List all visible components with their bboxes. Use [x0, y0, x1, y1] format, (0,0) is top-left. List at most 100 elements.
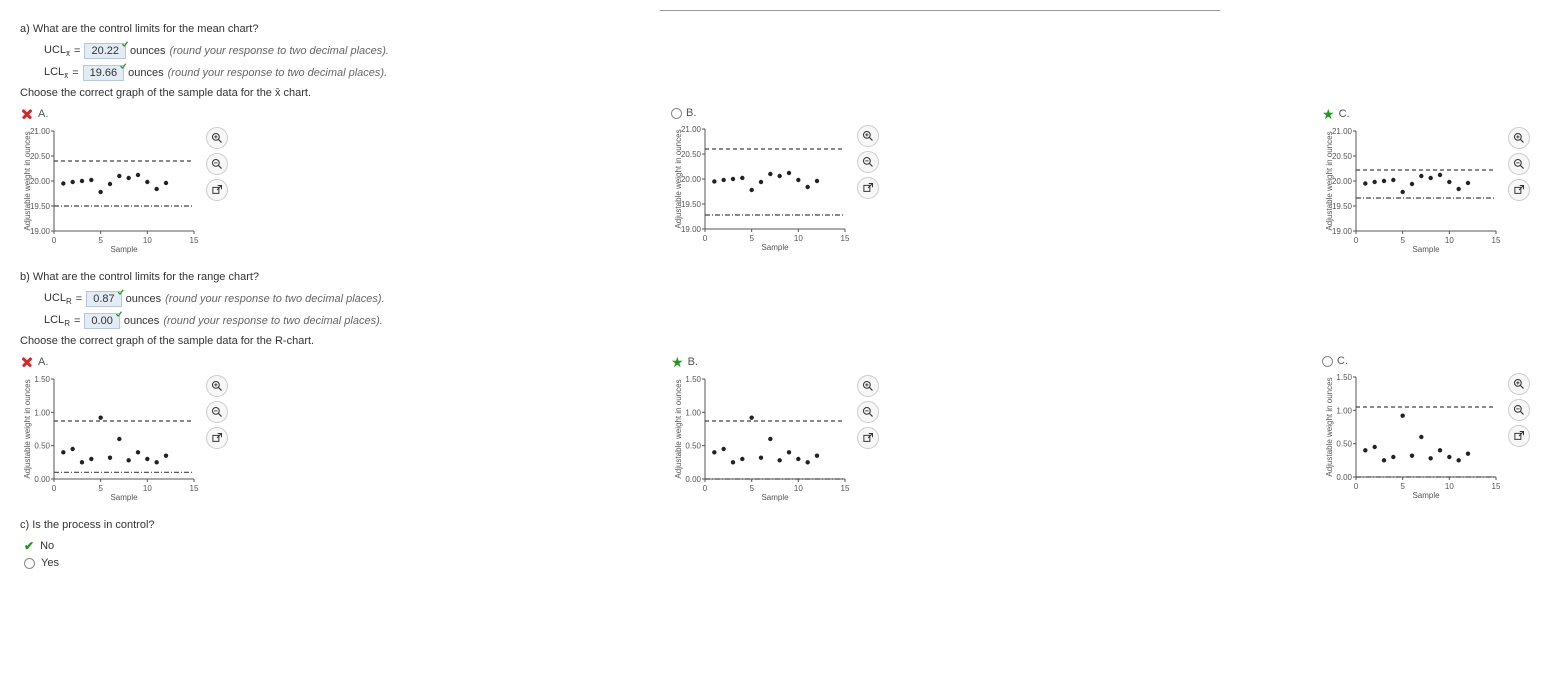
lcl-xbar-label: LCLx̄ — [44, 66, 68, 80]
chart-option[interactable]: A.0.000.501.001.50051015SampleAdjustable… — [20, 355, 240, 503]
zoom-in-icon — [862, 380, 874, 392]
chart-option-label: ★C. — [1322, 107, 1542, 121]
zoom-out-button[interactable] — [206, 153, 228, 175]
chart-option[interactable]: ★B.0.000.501.001.50051015SampleAdjustabl… — [671, 355, 891, 503]
radio-empty-icon[interactable] — [1322, 356, 1333, 367]
chart-option[interactable]: ★C.19.0019.5020.0020.5021.00051015Sample… — [1322, 107, 1542, 255]
svg-text:Sample: Sample — [1412, 491, 1440, 500]
equals: = — [74, 315, 80, 327]
chart-wrap: 19.0019.5020.0020.5021.00051015SampleAdj… — [671, 123, 891, 253]
zoom-in-button[interactable] — [206, 375, 228, 397]
zoom-in-button[interactable] — [857, 375, 879, 397]
popout-button[interactable] — [1508, 179, 1530, 201]
svg-text:0.50: 0.50 — [1336, 440, 1352, 449]
svg-text:Sample: Sample — [1412, 245, 1440, 254]
chart-tools — [206, 375, 228, 449]
svg-text:10: 10 — [794, 484, 803, 493]
svg-text:0.50: 0.50 — [685, 442, 701, 451]
radio-empty-icon[interactable] — [671, 108, 682, 119]
zoom-out-button[interactable] — [206, 401, 228, 423]
svg-text:Sample: Sample — [110, 245, 138, 254]
svg-text:1.50: 1.50 — [685, 375, 701, 384]
svg-text:19.50: 19.50 — [1332, 202, 1353, 211]
check-icon: ✔ — [24, 539, 34, 553]
svg-text:15: 15 — [841, 484, 850, 493]
popout-icon — [862, 182, 874, 194]
svg-text:Sample: Sample — [761, 493, 789, 502]
part-b-prompt: b) What are the control limits for the r… — [20, 271, 1542, 283]
svg-text:5: 5 — [98, 236, 103, 245]
chart-option[interactable]: A.19.0019.5020.0020.5021.00051015SampleA… — [20, 107, 240, 255]
zoom-in-button[interactable] — [857, 125, 879, 147]
svg-text:20.00: 20.00 — [30, 177, 51, 186]
svg-text:15: 15 — [1492, 236, 1501, 245]
svg-text:10: 10 — [1445, 236, 1454, 245]
chart-option-letter: A. — [38, 356, 48, 368]
svg-text:15: 15 — [841, 234, 850, 243]
popout-button[interactable] — [857, 427, 879, 449]
svg-text:5: 5 — [98, 484, 103, 493]
xbar-chart-row: A. 19.0019.5020.0020.5021.00051015SampleA… — [20, 107, 1542, 255]
popout-button[interactable] — [206, 179, 228, 201]
wrong-icon — [20, 355, 34, 369]
chart-option-label: C. — [1322, 355, 1542, 367]
zoom-in-button[interactable] — [1508, 373, 1530, 395]
svg-text:1.50: 1.50 — [1336, 373, 1352, 382]
zoom-in-button[interactable] — [1508, 127, 1530, 149]
lcl-r-label: LCLR — [44, 314, 70, 328]
chart-tools — [1508, 373, 1530, 447]
svg-text:0.00: 0.00 — [1336, 473, 1352, 482]
popout-button[interactable] — [1508, 425, 1530, 447]
svg-text:20.50: 20.50 — [1332, 152, 1353, 161]
zoom-out-button[interactable] — [857, 401, 879, 423]
svg-text:0: 0 — [1354, 482, 1359, 491]
zoom-out-icon — [211, 406, 223, 418]
popout-icon — [862, 432, 874, 444]
svg-text:21.00: 21.00 — [1332, 127, 1353, 136]
svg-text:10: 10 — [143, 484, 152, 493]
chart-wrap: 19.0019.5020.0020.5021.00051015SampleAdj… — [20, 125, 240, 255]
chart-tools — [206, 127, 228, 201]
svg-text:20.50: 20.50 — [681, 150, 702, 159]
svg-text:20.50: 20.50 — [30, 152, 51, 161]
zoom-in-button[interactable] — [206, 127, 228, 149]
chart-option-letter: A. — [38, 108, 48, 120]
zoom-out-button[interactable] — [1508, 153, 1530, 175]
unit: ounces — [126, 293, 161, 305]
chart-option-letter: B. — [686, 107, 696, 119]
ucl-r-value[interactable]: 0.87 — [86, 291, 121, 307]
part-a-choose: Choose the correct graph of the sample d… — [20, 87, 1542, 99]
chart-option[interactable]: C.0.000.501.001.50051015SampleAdjustable… — [1322, 355, 1542, 503]
lcl-r-value[interactable]: 0.00 — [84, 313, 119, 329]
svg-text:Sample: Sample — [110, 493, 138, 502]
radio-option[interactable]: ✔No — [24, 539, 1542, 553]
chart-tools — [857, 125, 879, 199]
equals: = — [76, 293, 82, 305]
radio-empty-icon — [24, 558, 35, 569]
popout-button[interactable] — [206, 427, 228, 449]
zoom-out-button[interactable] — [857, 151, 879, 173]
zoom-out-icon — [862, 406, 874, 418]
chart-option-label: B. — [671, 107, 891, 119]
popout-icon — [211, 184, 223, 196]
hint: (round your response to two decimal plac… — [169, 45, 389, 57]
zoom-out-button[interactable] — [1508, 399, 1530, 421]
popout-button[interactable] — [857, 177, 879, 199]
svg-text:19.00: 19.00 — [681, 225, 702, 234]
chart-option[interactable]: B. 19.0019.5020.0020.5021.00051015SampleA… — [671, 107, 891, 255]
ucl-xbar-value[interactable]: 20.22 — [84, 43, 126, 59]
control-chart: 0.000.501.001.50051015SampleAdjustable w… — [671, 373, 851, 503]
unit: ounces — [124, 315, 159, 327]
svg-text:5: 5 — [1400, 236, 1405, 245]
svg-text:5: 5 — [749, 234, 754, 243]
svg-text:15: 15 — [190, 484, 199, 493]
svg-text:5: 5 — [749, 484, 754, 493]
divider — [660, 10, 1220, 11]
svg-text:0: 0 — [1354, 236, 1359, 245]
chart-option-label: ★B. — [671, 355, 891, 369]
radio-option[interactable]: Yes — [24, 557, 1542, 569]
svg-text:19.00: 19.00 — [30, 227, 51, 236]
lcl-xbar-value[interactable]: 19.66 — [83, 65, 125, 81]
chart-option-label: A. — [20, 355, 240, 369]
svg-text:0.00: 0.00 — [685, 475, 701, 484]
